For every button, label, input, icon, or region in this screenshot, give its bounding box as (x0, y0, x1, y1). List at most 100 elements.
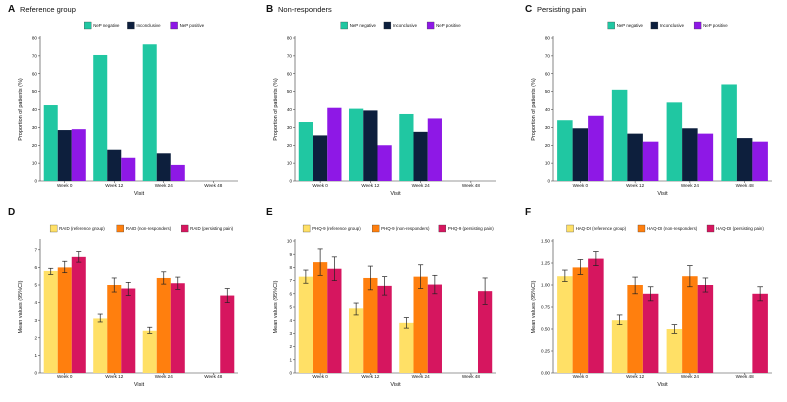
bar (71, 129, 86, 181)
legend-label: NeP negative (93, 23, 120, 28)
legend-swatch (371, 224, 380, 233)
x-tick-label: Week 0 (573, 374, 589, 379)
x-tick-label: Week 48 (462, 183, 480, 188)
y-tick-label: 2 (289, 344, 292, 349)
y-tick-label: 1.00 (541, 283, 550, 288)
bar (413, 276, 428, 373)
bar (142, 44, 157, 181)
legend: HAQ-DI (reference group) HAQ-DI (non-resp… (566, 224, 764, 233)
x-axis-title: Visit (134, 191, 145, 197)
bar (736, 138, 753, 181)
y-tick-label: 20 (545, 143, 551, 148)
bar (399, 113, 414, 181)
y-tick-label: 1 (34, 353, 37, 358)
bar (427, 284, 442, 373)
bar (327, 268, 342, 373)
x-tick-label: Week 0 (573, 183, 589, 188)
y-tick-label: 80 (287, 36, 293, 41)
x-tick-label: Week 24 (681, 183, 699, 188)
legend-swatch (340, 21, 348, 30)
y-tick-label: 5 (34, 283, 37, 288)
panel-letter: C (525, 4, 532, 15)
bar (220, 295, 235, 373)
y-tick-label: 1 (289, 357, 292, 362)
bar (43, 105, 58, 181)
legend-swatch (607, 21, 615, 30)
x-tick-label: Week 48 (204, 183, 222, 188)
y-tick-label: 9 (289, 252, 292, 257)
y-tick-label: 0 (289, 179, 292, 184)
bar (399, 322, 414, 373)
y-tick-label: 50 (545, 89, 551, 94)
panel-f: F HAQ-DI (reference group) HAQ-DI (non-res… (525, 207, 772, 388)
legend-swatch (116, 224, 124, 233)
bar (588, 115, 604, 181)
x-tick-label: Week 0 (312, 374, 328, 379)
x-tick-label: Week 12 (626, 183, 644, 188)
panel-d: D RAID (reference group) RAID (non-respond… (8, 207, 238, 388)
bar (721, 84, 737, 181)
y-tick-label: 8 (289, 265, 292, 270)
bar (611, 89, 628, 181)
legend-label: RAID (non-responders) (126, 226, 172, 231)
legend-label: NeP negative (350, 23, 377, 28)
y-tick-label: 70 (32, 53, 38, 58)
x-tick-label: Week 24 (412, 374, 430, 379)
legend-label: PHQ-9 (non-responders) (381, 226, 430, 231)
legend-swatch (302, 224, 311, 233)
bar (71, 256, 86, 373)
legend-label: PHQ-9 (reference group) (312, 226, 361, 231)
bar (156, 153, 171, 181)
legend: PHQ-9 (reference group) PHQ-9 (non-respon… (302, 224, 494, 233)
y-tick-label: 2 (34, 335, 37, 340)
x-tick-label: Week 48 (736, 374, 754, 379)
legend-label: NeP negative (617, 23, 644, 28)
y-tick-label: 7 (34, 247, 37, 252)
legend-label: NeP positive (703, 23, 728, 28)
y-tick-label: 0.25 (541, 349, 550, 354)
panel-letter: B (266, 4, 273, 15)
x-tick-label: Week 0 (312, 183, 328, 188)
bar (377, 285, 392, 373)
legend-label: HAQ-DI (persisting pain) (716, 226, 764, 231)
x-axis-title: Visit (657, 191, 668, 197)
y-axis-title: Proportion of patients (%) (273, 78, 279, 141)
x-tick-label: Week 24 (681, 374, 699, 379)
legend-swatch (49, 224, 58, 233)
y-tick-label: 50 (32, 89, 38, 94)
panel-title: Persisting pain (537, 5, 586, 14)
bar (557, 276, 573, 373)
x-tick-label: Week 12 (626, 374, 644, 379)
panel-title: Reference group (20, 5, 76, 14)
legend-swatch (426, 21, 435, 30)
bar (572, 128, 589, 181)
y-tick-label: 10 (287, 239, 293, 244)
bar (363, 110, 378, 181)
bar (588, 258, 604, 373)
x-tick-label: Week 48 (736, 183, 754, 188)
y-tick-label: 20 (32, 143, 38, 148)
legend-swatch (383, 21, 392, 30)
bar (752, 293, 768, 373)
y-tick-label: 0 (34, 179, 37, 184)
legend-label: RAID (reference group) (59, 226, 105, 231)
legend-label: NeP positive (436, 23, 461, 28)
legend-swatch (650, 21, 659, 30)
x-tick-label: Week 24 (155, 183, 173, 188)
bar (627, 133, 643, 181)
y-tick-label: 0 (547, 179, 550, 184)
legend-swatch (84, 21, 92, 30)
legend-swatch (693, 21, 702, 30)
legend-label: Inconclusive (393, 23, 418, 28)
panel-letter: D (8, 207, 15, 218)
bar (697, 133, 714, 181)
x-tick-label: Week 0 (57, 183, 73, 188)
y-tick-label: 3 (289, 331, 292, 336)
panel-letter: A (8, 4, 15, 15)
y-tick-label: 80 (32, 36, 38, 41)
y-axis-title: Mean values (95%CI) (18, 280, 24, 333)
legend-label: HAQ-DI (reference group) (576, 226, 627, 231)
bar (93, 54, 108, 182)
y-tick-label: 20 (287, 143, 293, 148)
